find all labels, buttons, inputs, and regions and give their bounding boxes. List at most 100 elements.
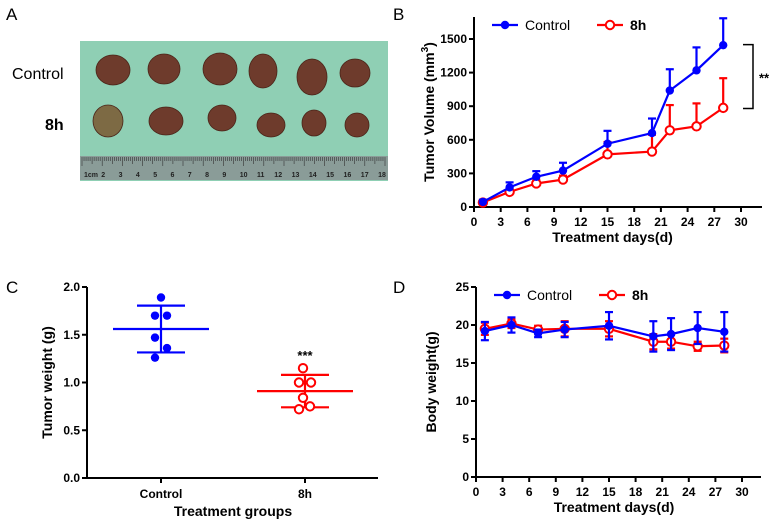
series-line-control [482,44,724,203]
ruler-label: 18 [378,172,386,179]
data-point [304,401,316,412]
data-point [297,362,309,374]
panel-label-a: A [6,5,18,24]
y-tick-label: 1.0 [63,376,80,390]
row-label-control: Control [12,66,64,83]
y-axis-label: Tumor weight (g) [39,326,55,439]
data-point [666,329,676,339]
x-tick-label: 8h [298,487,312,501]
tumor-volume-chart: 0 300 600 900 1200 1500 0 3 6 9 12 15 18 21 24 27 30 Trea… [420,17,770,245]
y-tick-label: 20 [456,318,470,332]
x-tick-label: 6 [524,215,531,229]
data-point [718,102,729,114]
ruler-label: 7 [188,172,192,179]
x-axis-label: Treatment days(d) [552,229,673,245]
tumor [95,54,131,86]
y-tick-label: 1200 [440,66,467,80]
ruler-ticks [81,157,386,166]
data-point [507,320,516,330]
x-tick-label: 6 [526,485,533,499]
data-point [480,326,490,336]
x-tick-label: 9 [552,485,559,499]
tumor [339,58,371,88]
data-point [150,333,160,342]
panel-label-d: D [393,278,405,297]
x-tick-label: 21 [654,215,668,229]
data-point [305,377,317,388]
x-tick-label: 15 [602,485,616,499]
data-point [156,293,166,302]
data-point [162,343,172,353]
ruler-label: 16 [344,172,352,179]
data-point [646,146,658,157]
tumor [296,58,328,96]
tumors [92,52,371,138]
ruler-labels: 1cm 2 3 4 5 6 7 8 9 10 11 12 13 14 15 16 17 18 [84,172,386,179]
x-tick-label: 27 [708,215,722,229]
tumor [92,104,124,138]
y-axis-label-text: Body weight(g) [423,331,439,432]
y-tick-label: 2.0 [63,280,80,294]
ruler-label: 13 [292,172,300,179]
data-point [532,172,541,181]
ruler-label: 3 [119,172,123,179]
data-point [602,149,613,160]
tumor-weight-chart: 0.0 0.5 1.0 1.5 2.0 Control 8h Treatment groups… [39,280,378,519]
data-point [720,327,729,337]
y-tick-label: 300 [447,166,467,180]
data-point [719,40,728,50]
y-tick-label: 15 [456,356,470,370]
x-tick-label: 15 [601,215,615,229]
data-point [664,125,675,136]
y-axis-label-sup: 3 [420,46,431,52]
y-tick-label: 0.0 [63,471,80,485]
x-tick-label: Control [140,487,183,501]
ruler-label: 11 [257,172,265,179]
x-tick-label: 0 [473,485,480,499]
y-tick-label: 5 [462,432,469,446]
significance-label: *** [297,348,313,363]
y-tick-label: 0 [460,200,467,214]
data-point [293,377,305,388]
x-tick-label: 24 [681,215,695,229]
ruler-label: 8 [205,172,209,179]
ruler-label: 4 [136,172,140,179]
data-point [533,329,543,338]
ruler-label: 2 [101,172,105,179]
tumor [202,52,238,86]
x-tick-label: 24 [682,485,696,499]
data-point [647,128,657,138]
panel-label-b: B [393,5,404,24]
x-tick-label: 30 [735,485,749,499]
ruler-label: 6 [171,172,175,179]
x-axis-label: Treatment groups [174,503,292,519]
x-tick-label: 30 [734,215,748,229]
y-tick-label: 900 [447,99,467,113]
data-point [665,86,674,95]
legend-label: 8h [632,287,648,303]
tumor-photo: 1cm 2 3 4 5 6 7 8 9 10 11 12 13 14 15 16 17 18 [80,41,388,181]
y-tick-label: 25 [456,280,470,294]
x-tick-label: 3 [499,485,506,499]
ruler-label: 5 [153,172,157,179]
data-point [604,321,614,330]
data-point [560,325,569,334]
tumor [248,53,278,89]
row-label-8h: 8h [45,117,64,134]
data-point [162,311,172,320]
tumor [147,53,181,85]
ruler-label: 1cm [84,172,98,179]
ruler-label: 12 [274,172,282,179]
tumor [256,112,286,138]
x-tick-label: 21 [656,485,670,499]
data-point [558,166,568,175]
legend-marker [500,20,510,30]
y-axis-label: Body weight(g) [423,331,439,432]
x-tick-label: 12 [576,485,590,499]
tumor [207,104,237,132]
y-tick-label: 10 [456,394,470,408]
y-tick-label: 0.5 [63,423,80,437]
ruler-label: 17 [361,172,369,179]
x-tick-label: 12 [574,215,588,229]
